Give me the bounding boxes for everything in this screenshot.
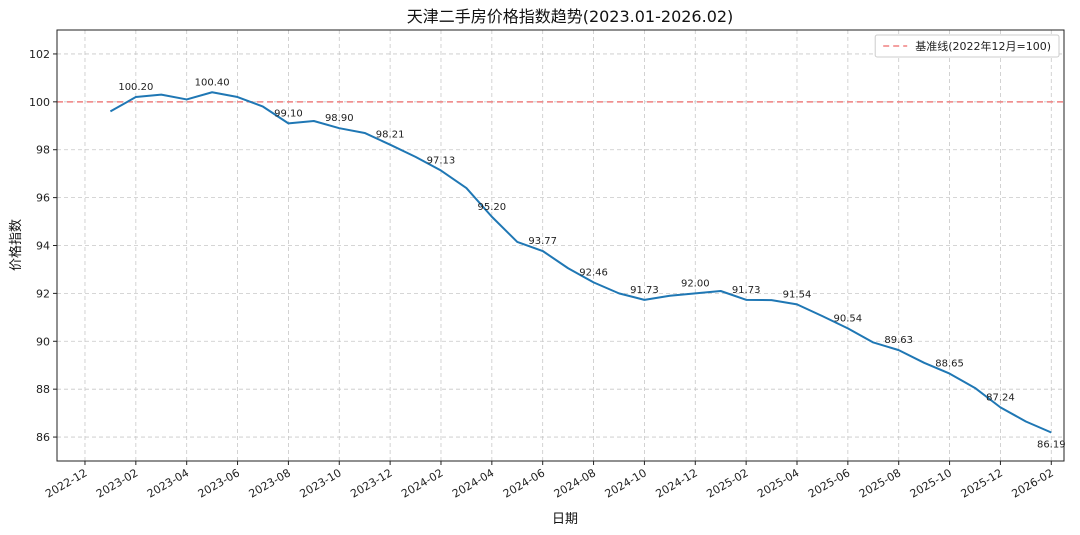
data-point	[871, 340, 876, 345]
x-tick-label: 2023-04	[145, 466, 191, 500]
x-tick-label: 2024-08	[552, 466, 598, 500]
data-label: 97.13	[427, 156, 456, 167]
x-tick-label: 2023-08	[247, 466, 293, 500]
x-tick-label: 2024-12	[653, 466, 699, 500]
y-tick-label: 86	[36, 431, 50, 444]
data-label: 91.73	[630, 285, 659, 296]
x-tick-label: 2023-10	[297, 466, 343, 500]
x-tick-label: 2025-12	[959, 466, 1005, 500]
data-point	[489, 214, 494, 219]
data-point	[972, 385, 977, 390]
data-labels: 100.20 100.40 99.10 98.90 98.21 97.13 95.20 93.…	[118, 77, 1065, 450]
y-axis: 86 88 90 92 94 96 98 100 102	[29, 48, 57, 444]
data-point	[362, 130, 367, 135]
data-point	[591, 280, 596, 285]
data-label: 98.90	[325, 113, 354, 124]
data-point	[540, 249, 545, 254]
data-point	[184, 97, 189, 102]
data-point	[947, 371, 952, 376]
legend: 基准线(2022年12月=100)	[874, 34, 1060, 58]
data-point	[337, 126, 342, 131]
data-point	[845, 326, 850, 331]
x-tick-label: 2026-02	[1009, 466, 1055, 500]
x-axis-label: 日期	[552, 512, 578, 527]
data-point	[998, 405, 1003, 410]
grid	[57, 30, 1064, 461]
data-label: 86.19	[1037, 440, 1066, 451]
data-point	[667, 293, 672, 298]
y-tick-label: 98	[36, 144, 50, 157]
data-point	[210, 90, 215, 95]
x-tick-label: 2025-06	[806, 466, 852, 500]
data-point	[235, 95, 240, 100]
data-point	[388, 142, 393, 147]
y-tick-label: 94	[36, 240, 50, 253]
data-point	[794, 302, 799, 307]
data-label: 100.20	[118, 82, 153, 93]
data-point	[566, 266, 571, 271]
data-label: 90.54	[834, 313, 863, 324]
data-point	[642, 297, 647, 302]
chart-title: 天津二手房价格指数趋势(2023.01-2026.02)	[407, 7, 734, 26]
data-point	[744, 297, 749, 302]
x-tick-label: 2024-10	[603, 466, 649, 500]
data-point	[464, 186, 469, 191]
y-axis-label: 价格指数	[8, 219, 24, 271]
data-label: 87.24	[986, 392, 1015, 403]
y-tick-label: 92	[36, 287, 50, 300]
y-tick-label: 100	[29, 96, 50, 109]
data-point	[718, 288, 723, 293]
x-tick-label: 2023-02	[94, 466, 140, 500]
x-tick-label: 2022-12	[43, 466, 89, 500]
data-label: 100.40	[195, 77, 230, 88]
series-layer	[108, 90, 1054, 435]
data-point	[1023, 419, 1028, 424]
data-label: 91.73	[732, 285, 761, 296]
y-tick-label: 88	[36, 383, 50, 396]
x-tick-label: 2024-04	[450, 466, 496, 500]
x-tick-label: 2025-10	[908, 466, 954, 500]
x-tick-label: 2025-02	[704, 466, 750, 500]
x-axis: 2022-12 2023-02 2023-04 2023-06 2023-08 2023-…	[43, 461, 1056, 501]
data-point	[413, 154, 418, 159]
data-point	[1049, 430, 1054, 435]
data-label: 95.20	[478, 202, 507, 213]
data-point	[260, 104, 265, 109]
legend-label: 基准线(2022年12月=100)	[915, 39, 1051, 53]
data-point	[515, 239, 520, 244]
x-tick-label: 2023-06	[196, 466, 242, 500]
data-label: 92.00	[681, 278, 710, 289]
data-label: 99.10	[274, 108, 303, 119]
data-label: 91.54	[783, 289, 812, 300]
y-tick-label: 90	[36, 335, 50, 348]
x-tick-label: 2023-12	[348, 466, 394, 500]
data-label: 92.46	[579, 267, 608, 278]
x-tick-label: 2024-06	[501, 466, 547, 500]
data-point	[693, 291, 698, 296]
data-point	[133, 95, 138, 100]
x-tick-label: 2025-04	[755, 466, 801, 500]
data-label: 98.21	[376, 130, 405, 141]
data-label: 93.77	[528, 236, 557, 247]
x-tick-label: 2024-02	[399, 466, 445, 500]
y-tick-label: 96	[36, 192, 50, 205]
x-tick-label: 2025-08	[857, 466, 903, 500]
data-point	[286, 121, 291, 126]
data-point	[769, 298, 774, 303]
data-point	[159, 92, 164, 97]
data-point	[922, 360, 927, 365]
data-point	[438, 168, 443, 173]
legend-box	[874, 34, 1060, 58]
y-tick-label: 102	[29, 48, 50, 61]
data-label: 88.65	[935, 359, 964, 370]
data-point	[616, 291, 621, 296]
data-point	[896, 348, 901, 353]
data-point	[820, 314, 825, 319]
data-point	[311, 118, 316, 123]
data-point	[108, 109, 113, 114]
data-label: 89.63	[884, 335, 913, 346]
series-line	[109, 91, 1052, 434]
